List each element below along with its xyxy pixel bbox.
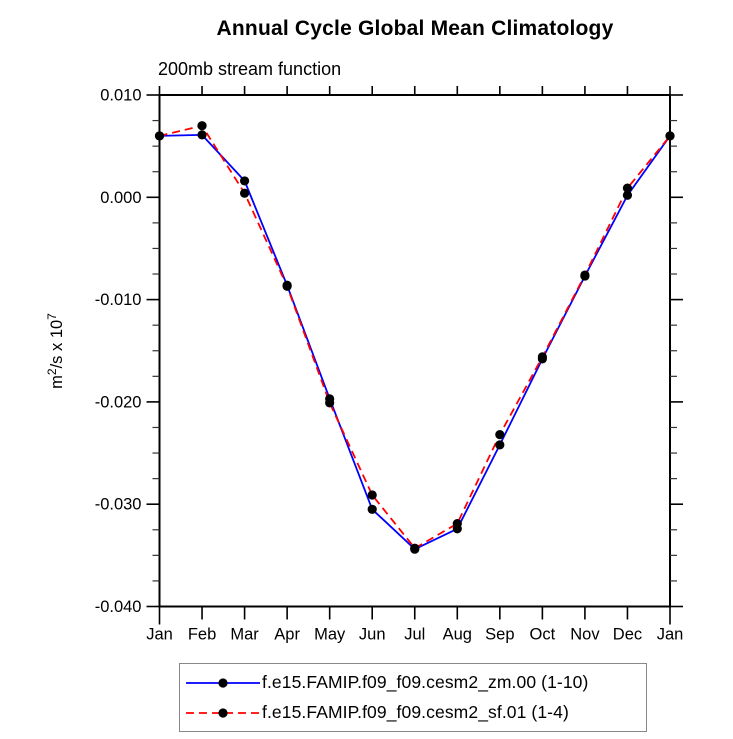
data-point-marker (537, 352, 547, 362)
data-point-marker (410, 543, 420, 553)
data-point-marker (367, 490, 377, 500)
data-point-marker (495, 430, 505, 440)
x-tick-label: Jul (404, 626, 425, 644)
data-point-marker (282, 281, 292, 291)
legend-marker-dot (218, 707, 228, 718)
x-tick-label: Dec (613, 626, 642, 644)
legend-row: f.e15.FAMIP.f09_f09.cesm2_sf.01 (1-4) (184, 699, 646, 727)
data-point-marker (367, 504, 377, 514)
data-point-marker (197, 130, 207, 140)
legend-line-sample-solid (186, 677, 260, 688)
y-axis-title: m2/s x 107 (45, 313, 66, 389)
series-line-1 (159, 124, 671, 550)
x-tick-label: Aug (443, 626, 472, 644)
chart-title: Annual Cycle Global Mean Climatology (216, 17, 614, 40)
x-tick-label: Apr (274, 626, 300, 644)
y-tick-label: 0.010 (100, 87, 141, 105)
data-point-marker (197, 121, 207, 131)
data-point-marker (495, 440, 505, 450)
legend-line-sample-dashed (186, 707, 260, 718)
chart-subtitle: 200mb stream function (158, 59, 342, 79)
data-point-marker (580, 270, 590, 280)
data-point-marker (622, 183, 633, 193)
x-tick-label: Feb (188, 626, 216, 644)
x-tick-label: Mar (230, 626, 259, 644)
x-tick-label: Jan (657, 626, 684, 644)
legend-label: f.e15.FAMIP.f09_f09.cesm2_zm.00 (1-10) (262, 672, 589, 692)
y-tick-label: 0.000 (100, 189, 141, 207)
x-tick-label: Oct (530, 626, 556, 644)
legend: f.e15.FAMIP.f09_f09.cesm2_zm.00 (1-10) f… (179, 663, 647, 732)
data-point-marker (665, 131, 675, 141)
data-point-marker (452, 519, 462, 529)
data-point-marker (325, 398, 335, 408)
y-tick-label: -0.030 (95, 496, 142, 514)
y-tick-label: -0.010 (95, 291, 142, 309)
legend-marker-dot (218, 677, 228, 688)
x-tick-label: Nov (570, 626, 600, 644)
x-tick-label: Sep (485, 626, 514, 644)
x-tick-label: Jan (146, 626, 173, 644)
series-line-0 (159, 133, 671, 551)
data-point-marker (239, 176, 250, 186)
y-tick-label: -0.040 (95, 598, 142, 616)
legend-row: f.e15.FAMIP.f09_f09.cesm2_zm.00 (1-10) (184, 669, 646, 697)
y-tick-label: -0.020 (95, 393, 142, 411)
x-tick-label: May (314, 626, 346, 644)
data-point-marker (239, 188, 250, 198)
x-tick-label: Jun (359, 626, 386, 644)
data-point-marker (154, 131, 165, 141)
legend-label: f.e15.FAMIP.f09_f09.cesm2_sf.01 (1-4) (262, 702, 569, 722)
data-point-marker (622, 190, 633, 200)
